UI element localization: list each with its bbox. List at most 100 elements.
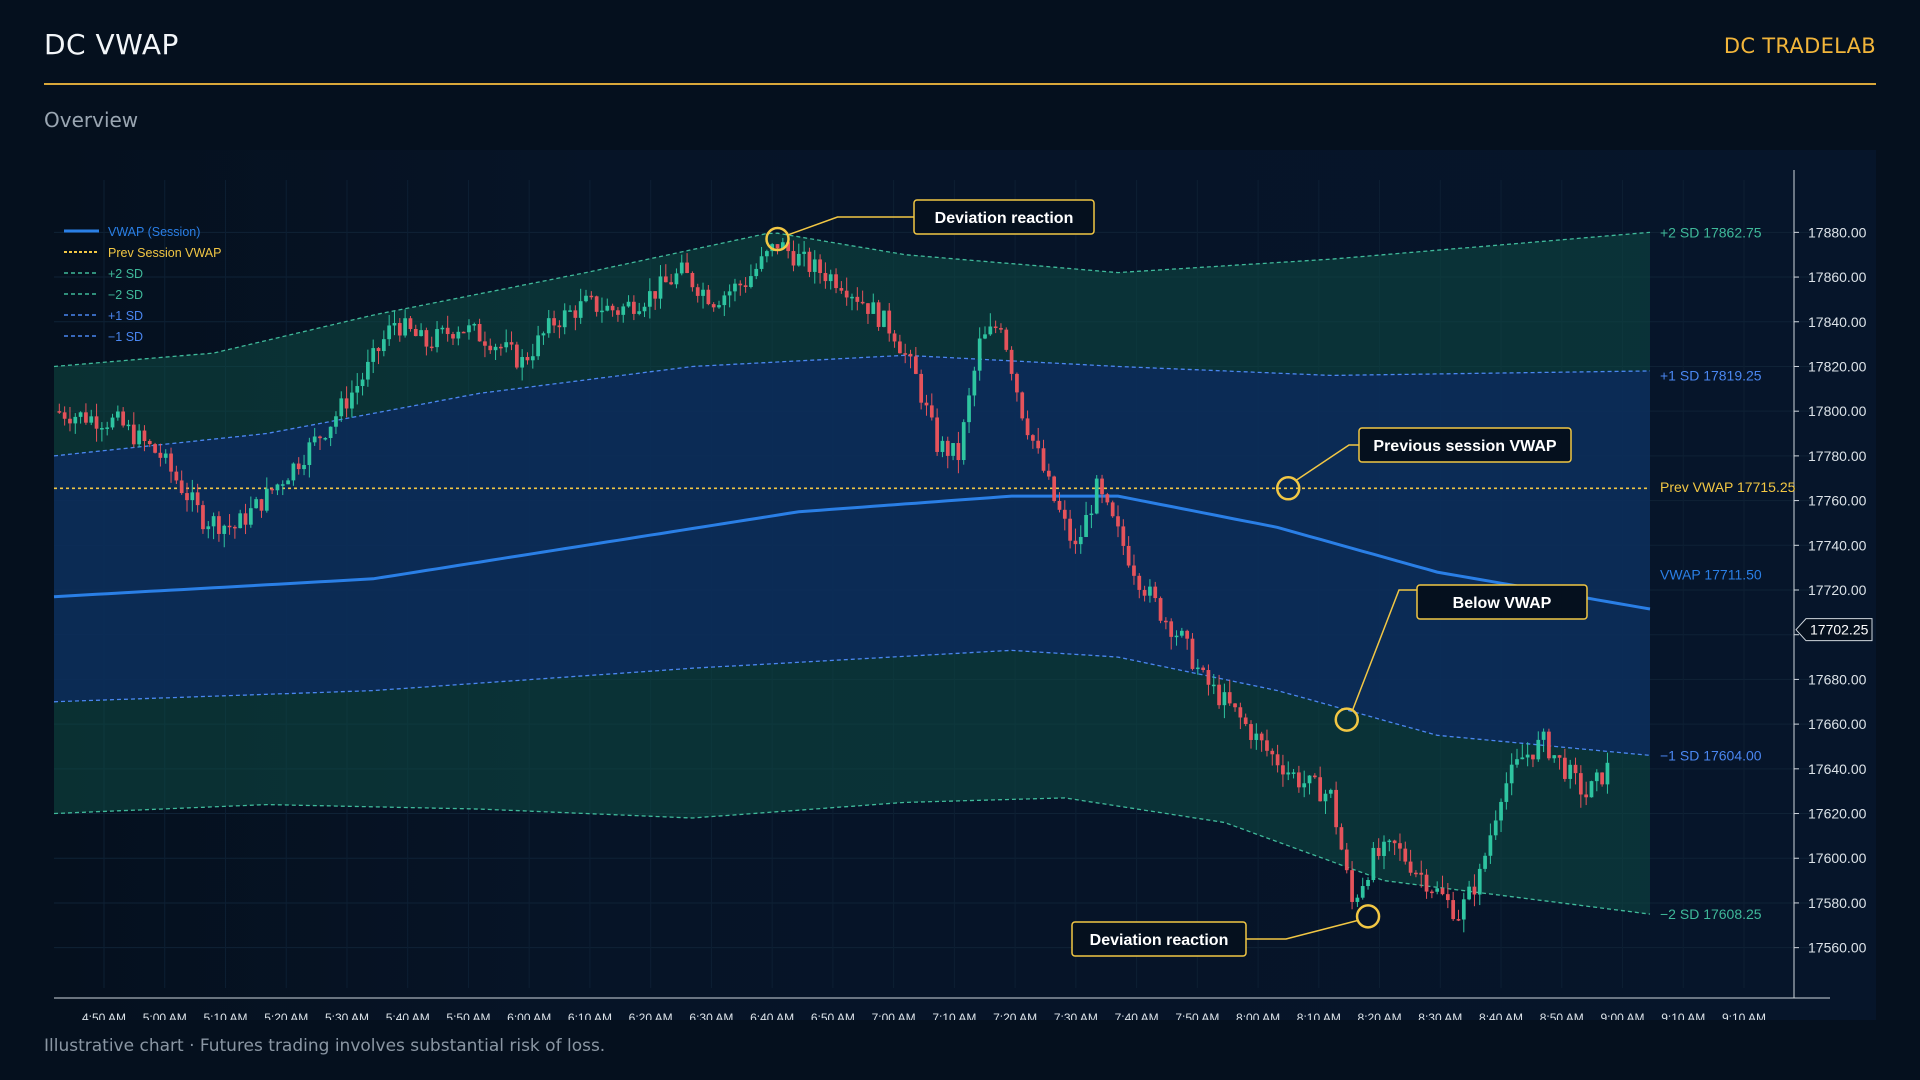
candle-body bbox=[1328, 789, 1333, 794]
candle-body bbox=[1360, 886, 1365, 898]
candle-body bbox=[562, 310, 567, 328]
candle-body bbox=[882, 310, 886, 327]
candle-body bbox=[1408, 861, 1413, 873]
candle-body bbox=[887, 310, 892, 334]
candle-body bbox=[147, 441, 152, 445]
series-plus2sd-line bbox=[53, 231, 1651, 368]
candle-body bbox=[328, 426, 333, 439]
annotation-marker bbox=[765, 226, 790, 252]
candle-body bbox=[206, 526, 211, 530]
candle-body bbox=[1552, 755, 1557, 759]
candle-body bbox=[1222, 692, 1227, 706]
candle-body bbox=[344, 398, 349, 409]
candle-body bbox=[855, 296, 860, 302]
candle-body bbox=[248, 508, 253, 525]
candle-body bbox=[467, 325, 471, 333]
candle-body bbox=[940, 440, 945, 452]
candle-body bbox=[504, 342, 509, 348]
candle-body bbox=[339, 398, 344, 417]
y-tick-label: 17560.00 bbox=[1808, 940, 1867, 956]
candle-body bbox=[62, 412, 67, 419]
candle-body bbox=[238, 513, 243, 529]
candle-body bbox=[435, 329, 439, 348]
candle-body bbox=[94, 416, 99, 429]
right-value-label: −2 SD 17608.25 bbox=[1660, 906, 1762, 922]
candle-body bbox=[1078, 536, 1083, 545]
candle-body bbox=[1605, 762, 1610, 785]
band-1sd-fill bbox=[54, 355, 1650, 756]
candle-body bbox=[839, 288, 844, 291]
y-tick-label: 17780.00 bbox=[1808, 448, 1867, 464]
candle-body bbox=[499, 346, 503, 349]
candle-body bbox=[1094, 478, 1099, 514]
header-divider bbox=[44, 83, 1876, 85]
candle-body bbox=[1355, 897, 1360, 902]
candle-body bbox=[1488, 835, 1493, 856]
candle-body bbox=[163, 453, 168, 458]
candle-body bbox=[807, 251, 812, 272]
candle-body bbox=[286, 480, 290, 485]
candle-body bbox=[1052, 476, 1057, 501]
candle-body bbox=[972, 370, 977, 396]
candle-body bbox=[1036, 440, 1041, 449]
legend-item-label: −2 SD bbox=[108, 288, 143, 302]
candle-body bbox=[1430, 891, 1434, 894]
candle-body bbox=[350, 392, 354, 409]
candle-body bbox=[254, 499, 259, 509]
y-tick-label: 17660.00 bbox=[1808, 716, 1867, 732]
candle-body bbox=[1148, 586, 1152, 596]
candle-body bbox=[360, 379, 365, 387]
candle-body bbox=[1164, 620, 1168, 623]
legend-item-label: Prev Session VWAP bbox=[108, 246, 221, 260]
y-tick-label: 17760.00 bbox=[1808, 493, 1867, 509]
candle-body bbox=[786, 242, 791, 252]
candle-body bbox=[1350, 870, 1354, 902]
annotation-box bbox=[1071, 921, 1247, 957]
candle-body bbox=[999, 328, 1003, 330]
candle-body bbox=[690, 272, 695, 288]
y-tick-label: 17600.00 bbox=[1808, 850, 1867, 866]
candle-body bbox=[626, 301, 631, 307]
candle-body bbox=[1169, 621, 1174, 637]
candle-body bbox=[1318, 777, 1323, 802]
candle-body bbox=[573, 310, 578, 318]
candle-body bbox=[1376, 847, 1381, 856]
annotation-label: Deviation reaction bbox=[1090, 932, 1229, 949]
candle-body bbox=[1424, 874, 1429, 892]
candle-body bbox=[291, 463, 296, 481]
y-tick-label: 17840.00 bbox=[1808, 314, 1867, 330]
candle-body bbox=[663, 276, 668, 283]
right-value-label: VWAP 17711.50 bbox=[1660, 566, 1762, 582]
candle-body bbox=[812, 259, 817, 272]
candle-body bbox=[211, 516, 216, 527]
candle-body bbox=[1525, 754, 1530, 758]
candle-body bbox=[1382, 841, 1386, 856]
vwap-chart[interactable]: 17560.00 17580.00 17600.00 17620.00 17640.00… bbox=[44, 150, 1876, 1025]
candle-body bbox=[190, 492, 195, 501]
candle-body bbox=[1132, 565, 1136, 576]
candle-body bbox=[1477, 868, 1482, 895]
candle-body bbox=[584, 295, 588, 302]
candle-body bbox=[451, 334, 455, 339]
candle-body bbox=[1398, 843, 1402, 849]
annotation-box bbox=[1358, 427, 1572, 463]
candle-body bbox=[493, 346, 498, 351]
candle-body bbox=[1073, 540, 1078, 545]
candle-body bbox=[270, 488, 274, 491]
candle-body bbox=[1509, 764, 1514, 784]
candle-body bbox=[371, 348, 376, 362]
candle-body bbox=[89, 416, 94, 423]
x-tick-label: 4:50 AM bbox=[82, 1011, 126, 1020]
y-tick-label: 17820.00 bbox=[1808, 358, 1867, 374]
candle-body bbox=[632, 301, 636, 314]
x-tick-label: 8:10 AM bbox=[1297, 1011, 1341, 1020]
candle-body bbox=[397, 323, 402, 336]
candle-body bbox=[1419, 872, 1424, 875]
candle-body bbox=[1467, 886, 1471, 900]
candle-body bbox=[1435, 888, 1440, 892]
candle-body bbox=[131, 424, 136, 445]
candle-body bbox=[749, 276, 753, 287]
x-tick-label: 7:30 AM bbox=[1054, 1011, 1098, 1020]
candle-body bbox=[488, 345, 493, 351]
candle-body bbox=[1238, 707, 1243, 718]
